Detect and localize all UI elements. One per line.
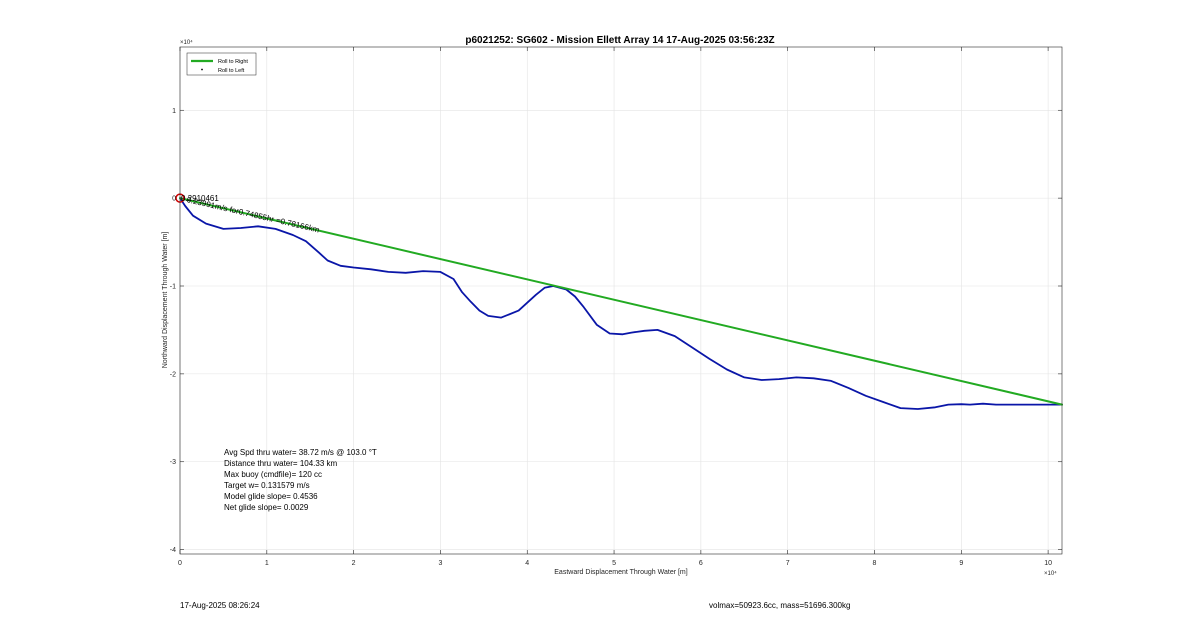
legend-label-roll-right: Roll to Right [218, 59, 248, 65]
x-tick-label: 3 [438, 560, 442, 567]
x-tick-label: 5 [612, 560, 616, 567]
legend: Roll to Right Roll to Left [186, 52, 257, 76]
x-tick-label: 4 [525, 560, 529, 567]
footer-timestamp: 17-Aug-2025 08:26:24 [180, 601, 260, 610]
x-tick-label: 1 [265, 560, 269, 567]
x-tick-label: 7 [786, 560, 790, 567]
y-tick-label: -2 [170, 371, 176, 378]
info-target-w: Target w= 0.131579 m/s [224, 481, 310, 490]
info-max-buoy: Max buoy (cmdfile)= 120 cc [224, 470, 322, 479]
y-tick-label: 0 [172, 196, 176, 203]
info-net-glide-slope: Net glide slope= 0.0029 [224, 503, 309, 512]
plot-frame [179, 46, 1063, 555]
footer-vol-mass: volmax=50923.6cc, mass=51696.300kg [709, 601, 851, 610]
y-exponent-label: ×10⁴ [180, 39, 193, 46]
info-avg-speed: Avg Spd thru water= 38.72 m/s @ 103.0 °T [224, 448, 377, 457]
info-distance: Distance thru water= 104.33 km [224, 459, 338, 468]
x-tick-label: 10 [1044, 560, 1052, 567]
y-tick-label: -4 [170, 547, 176, 554]
info-block: Avg Spd thru water= 38.72 m/s @ 103.0 °T… [224, 448, 377, 512]
x-exponent-label: ×10⁴ [1044, 570, 1057, 577]
grid-lines [179, 47, 1062, 554]
x-tick-label: 2 [352, 560, 356, 567]
legend-label-roll-left: Roll to Left [218, 68, 245, 74]
y-tick-label: -1 [170, 284, 176, 291]
series-line-roll-to-right [179, 197, 1063, 406]
y-tick-label: 1 [172, 108, 176, 115]
chart-title: p6021252: SG602 - Mission Ellett Array 1… [465, 35, 774, 46]
annotation-start-label: 0.2910461 [181, 194, 219, 203]
x-tick-label: 0 [178, 560, 182, 567]
series-line-track [179, 197, 1063, 410]
x-tick-label: 9 [959, 560, 963, 567]
x-tick-label: 8 [873, 560, 877, 567]
x-axis-label: Eastward Displacement Through Water [m] [554, 569, 687, 576]
y-axis-label: Northward Displacement Through Water [m] [162, 232, 169, 369]
legend-swatch-roll-left [201, 68, 203, 71]
info-model-glide-slope: Model glide slope= 0.4536 [224, 492, 318, 501]
y-tick-label: -3 [170, 459, 176, 466]
legend-box [186, 52, 257, 76]
x-tick-label: 6 [699, 560, 703, 567]
